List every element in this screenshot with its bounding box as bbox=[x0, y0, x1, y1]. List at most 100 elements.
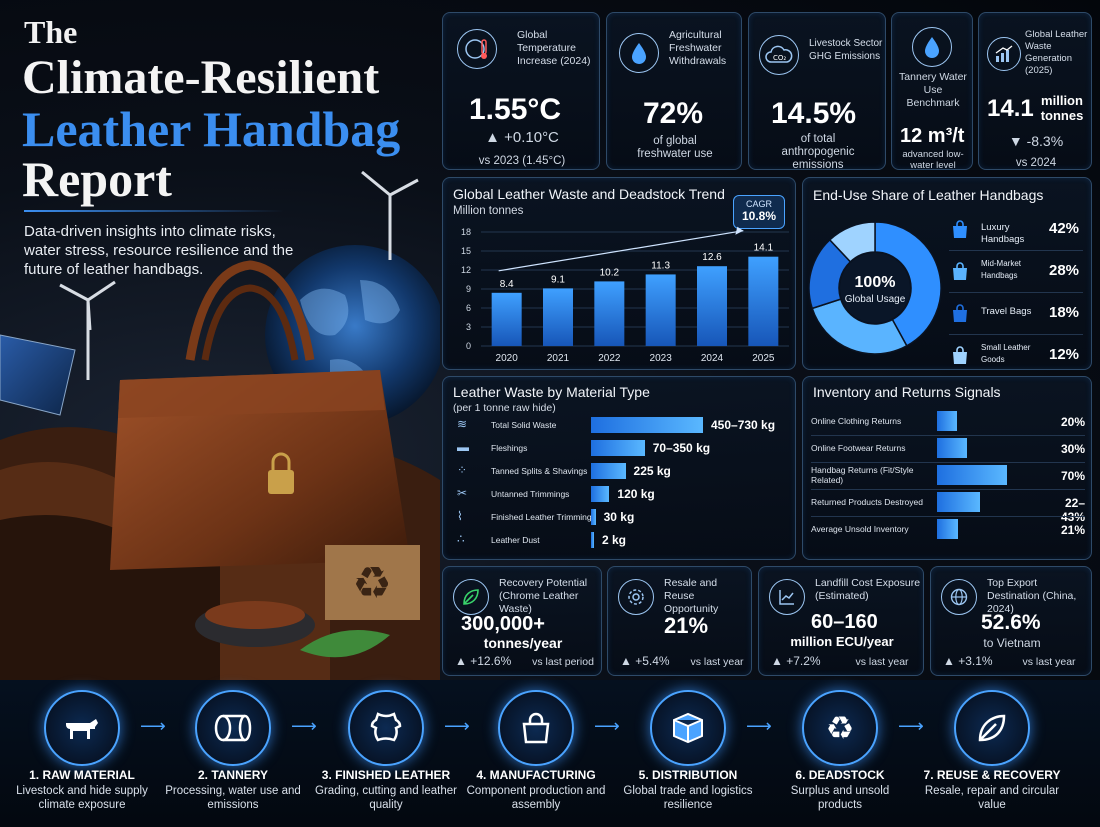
row-label: Returned Products Destroyed bbox=[811, 497, 923, 507]
kpi-note: of global freshwater use bbox=[637, 135, 713, 160]
kpi-label: Tannery Water Use Benchmark bbox=[899, 71, 967, 109]
kpi-label: Landfill Cost Exposure (Estimated) bbox=[815, 577, 921, 602]
arrow-right-icon: ⟶ bbox=[898, 716, 924, 736]
row-divider bbox=[811, 516, 1085, 517]
bar-value-label: 70–350 kg bbox=[652, 441, 711, 455]
kpi-value: 60–160 bbox=[811, 611, 878, 633]
kpi-change: ▲ +5.4% bbox=[620, 654, 670, 668]
y-tick-label: 12 bbox=[461, 265, 471, 275]
bar bbox=[937, 492, 980, 512]
co2-cloud-icon: CO₂ bbox=[759, 35, 799, 75]
bar-value-label: 2 kg bbox=[602, 533, 627, 547]
kpi-change-value: +0.10°C bbox=[504, 129, 559, 146]
bar bbox=[591, 486, 610, 502]
kpi-change: ▲ +0.10°C bbox=[485, 129, 559, 146]
row-label: Untanned Trimmings bbox=[491, 489, 570, 499]
bar bbox=[937, 411, 957, 431]
row-label: Leather Dust bbox=[491, 535, 540, 545]
kpi-unit: tonnes/year bbox=[483, 635, 563, 651]
donut-center-label: Global Usage bbox=[844, 294, 906, 305]
bar-value-label: 12.6 bbox=[702, 252, 722, 263]
legend-divider bbox=[949, 292, 1083, 293]
x-tick-label: 2022 bbox=[598, 353, 621, 364]
handbag-icon bbox=[498, 690, 574, 766]
kpi-card-livestock: CO₂ Livestock Sector GHG Emissions 14.5%… bbox=[748, 12, 886, 171]
step-title: 6. DEADSTOCK bbox=[795, 768, 885, 782]
step-description: Global trade and logistics resilience bbox=[623, 785, 753, 811]
drum-icon bbox=[195, 690, 271, 766]
donut-slice bbox=[828, 221, 876, 263]
x-tick-label: 2023 bbox=[650, 353, 673, 364]
svg-text:♻: ♻ bbox=[352, 558, 391, 609]
kpi-unit: million tonnes bbox=[1040, 93, 1084, 123]
title-divider bbox=[24, 210, 284, 212]
svg-text:CO₂: CO₂ bbox=[773, 54, 786, 62]
chart-subtitle: (per 1 tonne raw hide) bbox=[453, 402, 556, 414]
leaf-icon bbox=[954, 690, 1030, 766]
x-tick-label: 2021 bbox=[547, 353, 570, 364]
arrow-right-icon: ⟶ bbox=[291, 716, 317, 736]
end-use-share-panel: End-Use Share of Leather Handbags 100% G… bbox=[802, 177, 1092, 370]
y-tick-label: 15 bbox=[461, 246, 471, 256]
row-divider bbox=[811, 435, 1085, 436]
title-line-3: Leather Handbag bbox=[22, 101, 401, 157]
bar bbox=[697, 266, 727, 346]
kpi-card-temperature: Global Temperature Increase (2024) 1.55°… bbox=[442, 12, 600, 170]
kpi-label: Global Leather Waste Generation (2025) bbox=[1025, 29, 1088, 76]
y-tick-label: 18 bbox=[461, 227, 471, 237]
kpi-card-waste-generation: Global Leather Waste Generation (2025) 1… bbox=[978, 12, 1092, 170]
bar-value-label: 225 kg bbox=[633, 464, 671, 478]
trend-arrow bbox=[498, 230, 744, 272]
bar-value-label: 30 kg bbox=[603, 510, 635, 524]
row-label: Finished Leather Trimmings bbox=[491, 512, 596, 522]
bar bbox=[937, 465, 1007, 485]
svg-text:♻: ♻ bbox=[826, 709, 855, 747]
bar bbox=[748, 256, 779, 346]
value-chain-flow: 1. RAW MATERIAL Livestock and hide supply… bbox=[0, 680, 1100, 827]
kpi-change-value: +3.1% bbox=[958, 654, 993, 668]
kpi-value: 12 m³/t bbox=[900, 125, 965, 147]
kpi-note: advanced low-water level bbox=[902, 149, 964, 171]
material-icon: ∴ bbox=[457, 532, 465, 546]
donut-slice bbox=[874, 221, 942, 347]
legend-label: Luxury Handbags bbox=[981, 222, 1025, 245]
kpi-note: vs last year bbox=[855, 656, 909, 668]
bar bbox=[645, 274, 676, 346]
row-label: Fleshings bbox=[491, 443, 528, 453]
globe-icon bbox=[941, 579, 977, 615]
handbag-icon bbox=[949, 218, 971, 240]
kpi-card-tannery-water: Tannery Water Use Benchmark 12 m³/t adva… bbox=[891, 12, 973, 171]
kpi-label: Top Export Destination (China, 2024) bbox=[987, 577, 1077, 615]
bar-value-label: 21% bbox=[1060, 523, 1085, 537]
material-icon: ✂ bbox=[457, 486, 468, 500]
row-label: Average Unsold Inventory bbox=[811, 524, 909, 534]
bar bbox=[543, 288, 573, 346]
y-tick-label: 3 bbox=[466, 322, 471, 332]
arrow-right-icon: ⟶ bbox=[140, 716, 166, 736]
water-drop-icon bbox=[619, 33, 659, 73]
bar bbox=[591, 463, 626, 479]
kpi-card-resale: Resale and Reuse Opportunity 21% ▲ +5.4%… bbox=[607, 566, 752, 676]
kpi-value: 52.6% bbox=[981, 611, 1041, 634]
chart-title: End-Use Share of Leather Handbags bbox=[813, 187, 1044, 203]
kpi-change-value: +7.2% bbox=[786, 654, 821, 668]
bar-value-label: 120 kg bbox=[617, 487, 655, 501]
leaf-icon bbox=[453, 579, 489, 615]
kpi-value: 14.1 bbox=[987, 95, 1034, 122]
recycle-icon: ♻ bbox=[802, 690, 878, 766]
donut-center-value: 100% bbox=[854, 274, 896, 291]
waste-trend-chart-panel: Global Leather Waste and Deadstock Trend… bbox=[442, 177, 796, 370]
row-label: Online Footwear Returns bbox=[811, 443, 906, 453]
bar-value-label: 22–43% bbox=[1060, 496, 1085, 524]
bar-value-label: 10.2 bbox=[600, 267, 620, 278]
bar-value-label: 9.1 bbox=[551, 274, 565, 285]
kpi-value: 72% bbox=[643, 97, 704, 130]
legend-divider bbox=[949, 250, 1083, 251]
kpi-label: Recovery Potential (Chrome Leather Waste… bbox=[499, 577, 588, 615]
step-description: Processing, water use and emissions bbox=[165, 785, 301, 811]
donut-chart bbox=[808, 221, 942, 355]
title-line-1: The bbox=[24, 14, 78, 50]
donut-slice bbox=[811, 298, 908, 355]
row-label: Total Solid Waste bbox=[491, 420, 557, 430]
kpi-card-landfill: Landfill Cost Exposure (Estimated) 60–16… bbox=[758, 566, 924, 676]
